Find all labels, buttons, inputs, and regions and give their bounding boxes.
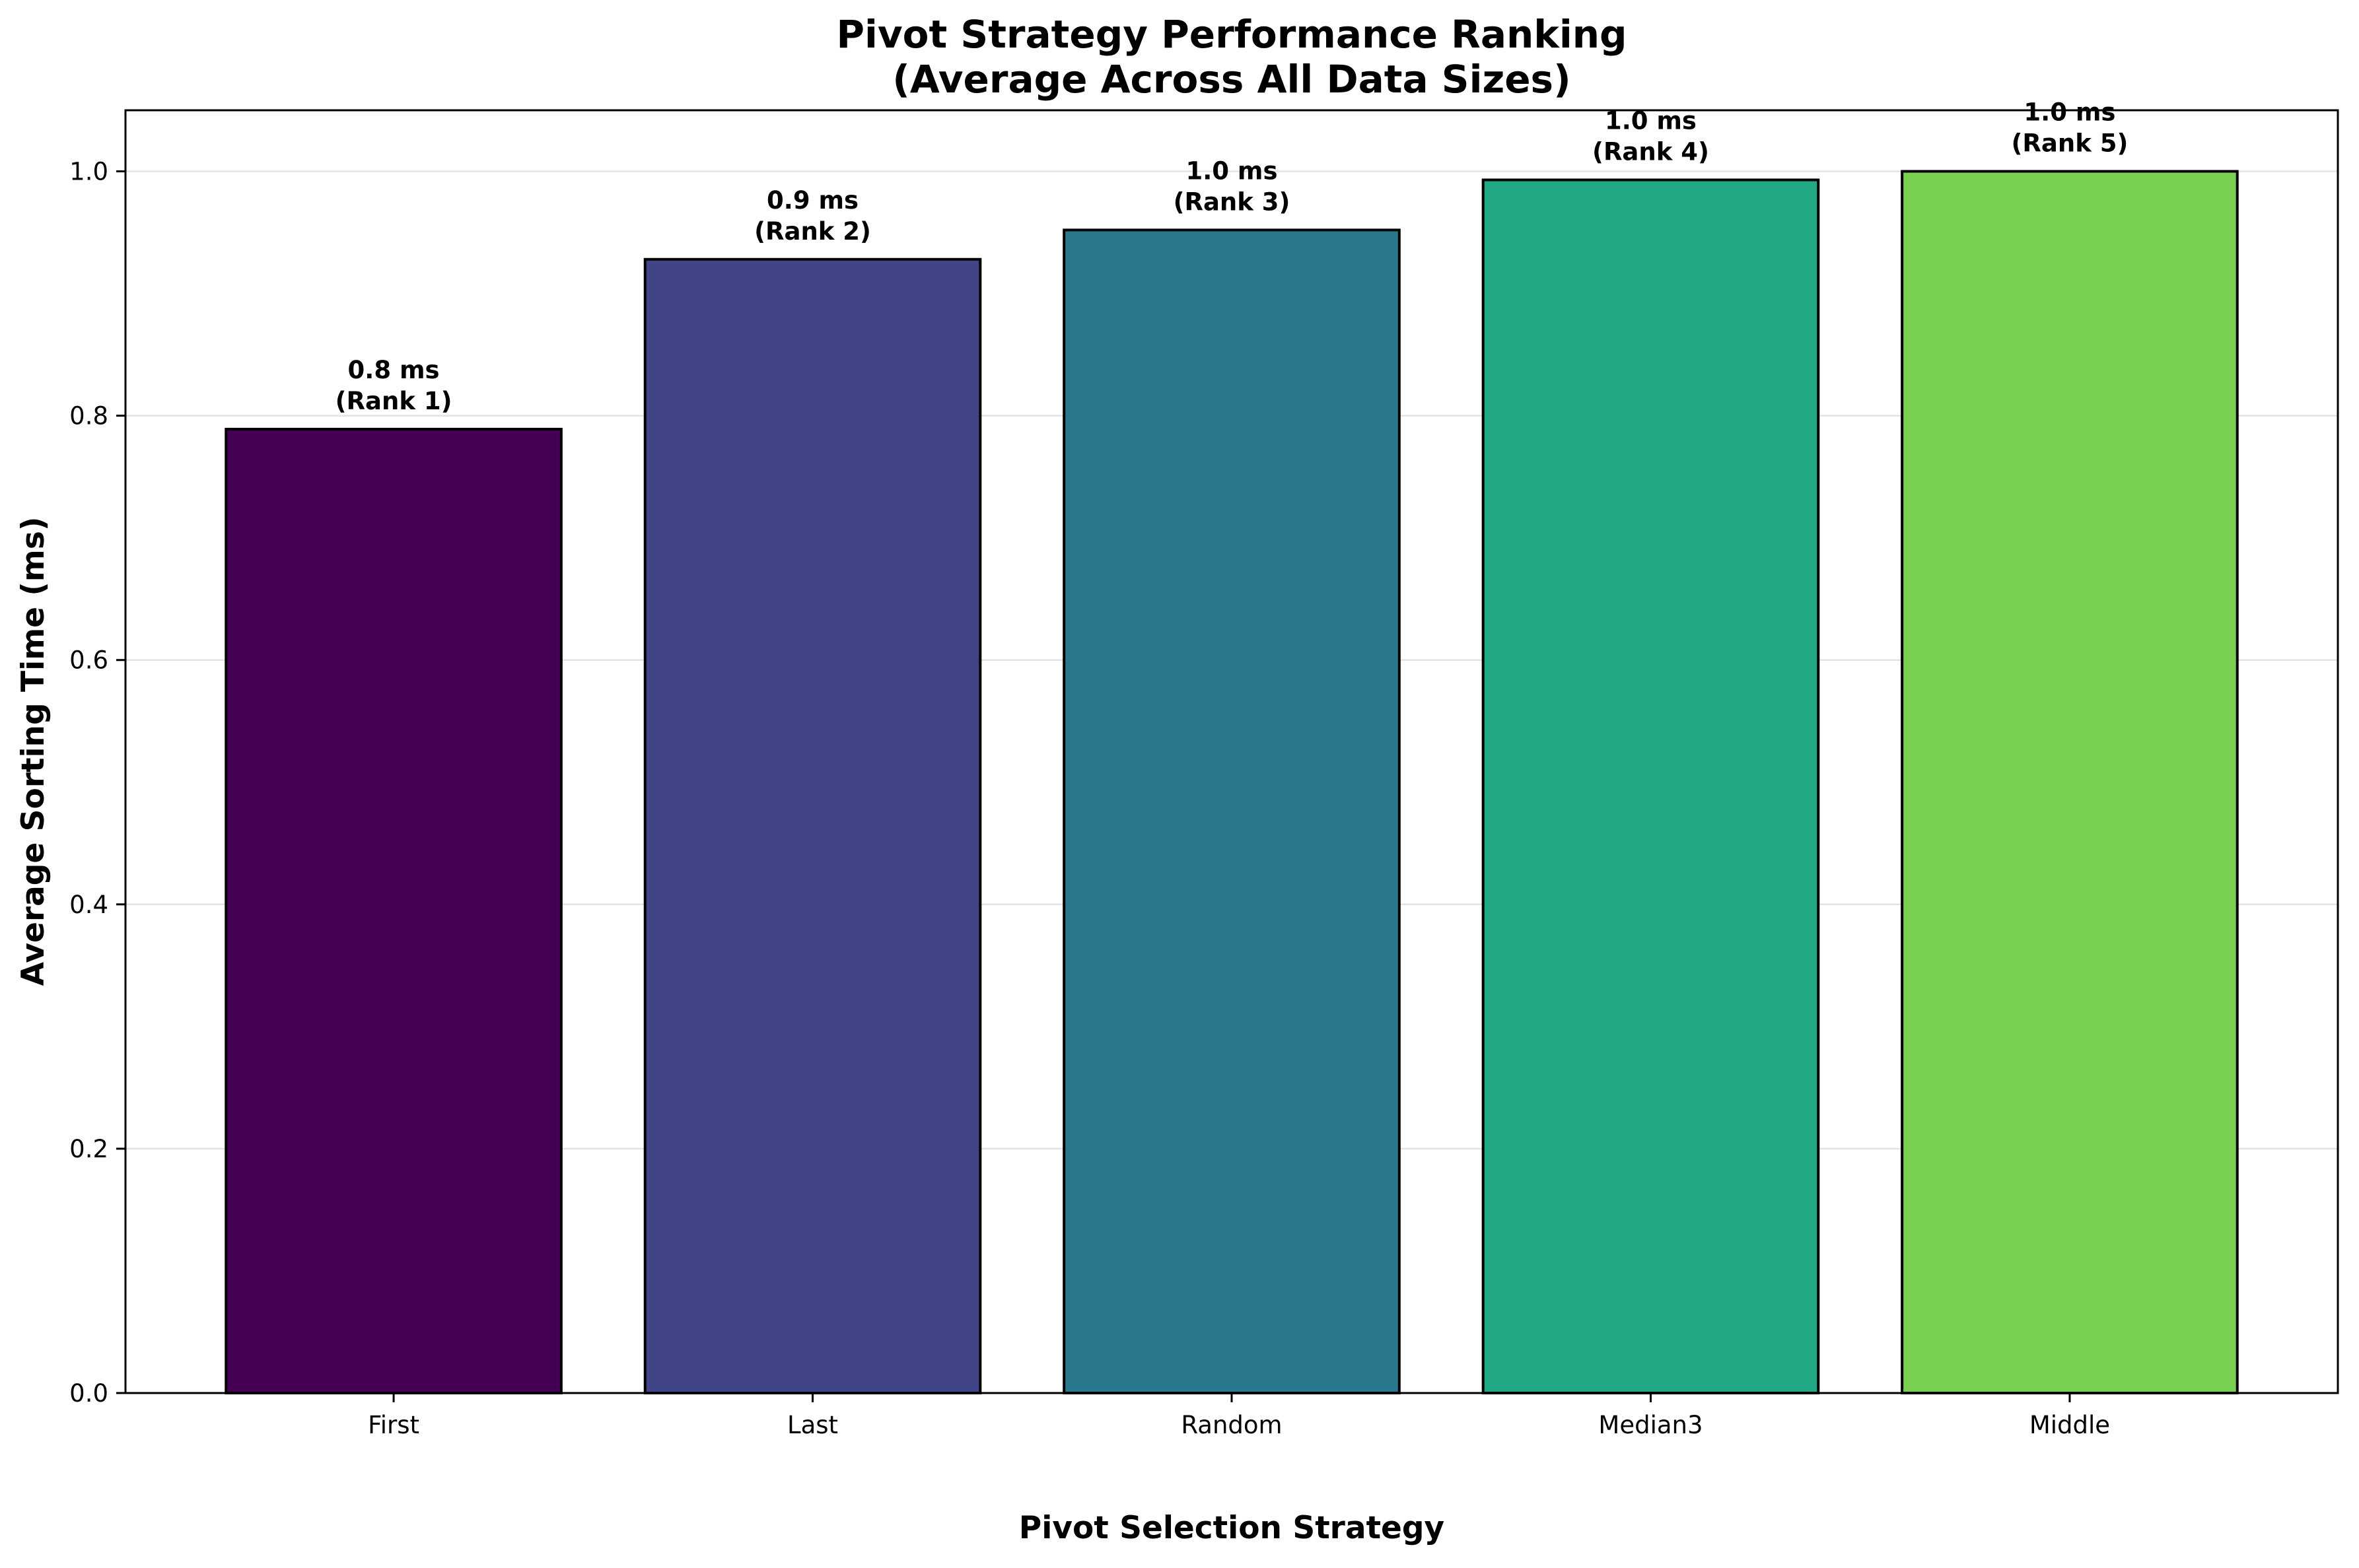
bar-value-label: 1.0 ms xyxy=(1605,106,1697,135)
bar-value-label: 1.0 ms xyxy=(2024,98,2115,127)
x-tick-label: Median3 xyxy=(1598,1411,1703,1439)
y-tick-label: 0.2 xyxy=(69,1135,108,1163)
y-tick-label: 0.8 xyxy=(69,402,108,430)
bar-random xyxy=(1063,228,1401,1394)
y-tick-label: 0.0 xyxy=(69,1379,108,1408)
x-axis-label: Pivot Selection Strategy xyxy=(1019,1510,1444,1546)
bar-rank-label: (Rank 2) xyxy=(754,217,871,246)
bar-rank-label: (Rank 3) xyxy=(1174,187,1290,216)
bar-value-label: 0.9 ms xyxy=(767,186,859,215)
x-tick-label: Middle xyxy=(2029,1411,2110,1439)
x-tick-label: Random xyxy=(1181,1411,1282,1439)
y-tick-label: 0.4 xyxy=(69,891,108,919)
bar-rank-label: (Rank 5) xyxy=(2012,129,2129,158)
y-tick-label: 0.6 xyxy=(69,646,108,675)
y-tick-label: 1.0 xyxy=(69,158,108,186)
bar-first xyxy=(225,427,563,1395)
y-axis-ticks: 0.0 0.2 0.4 0.6 0.8 1.0 xyxy=(69,158,125,1408)
bar-rank-label: (Rank 1) xyxy=(335,387,452,415)
chart-title-line2: (Average Across All Data Sizes) xyxy=(892,57,1570,102)
bars xyxy=(225,170,2239,1395)
y-axis-label: Average Sorting Time (ms) xyxy=(15,517,52,986)
bar-rank-label: (Rank 4) xyxy=(1592,137,1709,166)
x-axis-ticks: First Last Random Median3 Middle xyxy=(368,1393,2110,1439)
chart-title-line1: Pivot Strategy Performance Ranking xyxy=(836,12,1627,57)
bar-middle xyxy=(1901,170,2239,1394)
bar-value-label: 1.0 ms xyxy=(1185,156,1277,185)
bar-value-label: 0.8 ms xyxy=(348,356,440,384)
bar-labels: 0.8 ms(Rank 1)0.9 ms(Rank 2)1.0 ms(Rank … xyxy=(335,98,2129,415)
x-tick-label: Last xyxy=(787,1411,838,1439)
x-tick-label: First xyxy=(368,1411,419,1439)
bar-last xyxy=(643,257,982,1395)
bar-median3 xyxy=(1481,178,1820,1394)
